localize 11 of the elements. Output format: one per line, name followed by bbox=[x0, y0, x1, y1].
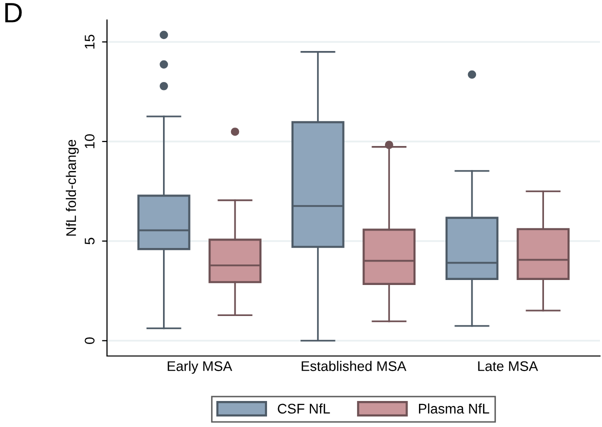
y-tick-label: 10 bbox=[84, 134, 95, 148]
legend-label: CSF NfL bbox=[278, 403, 330, 414]
y-tick-label: 15 bbox=[84, 34, 95, 49]
x-tick-label: Early MSA bbox=[168, 360, 232, 374]
y-tick-label: 5 bbox=[84, 238, 95, 244]
y-tick-label: 0 bbox=[84, 337, 95, 344]
x-tick-label: Late MSA bbox=[478, 361, 538, 372]
text: D bbox=[5, 3, 22, 22]
x-tick-label: Established MSA bbox=[302, 360, 406, 372]
y-axis-title: NfL fold-change bbox=[66, 140, 79, 236]
legend-label: Plasma NfL bbox=[418, 403, 490, 414]
